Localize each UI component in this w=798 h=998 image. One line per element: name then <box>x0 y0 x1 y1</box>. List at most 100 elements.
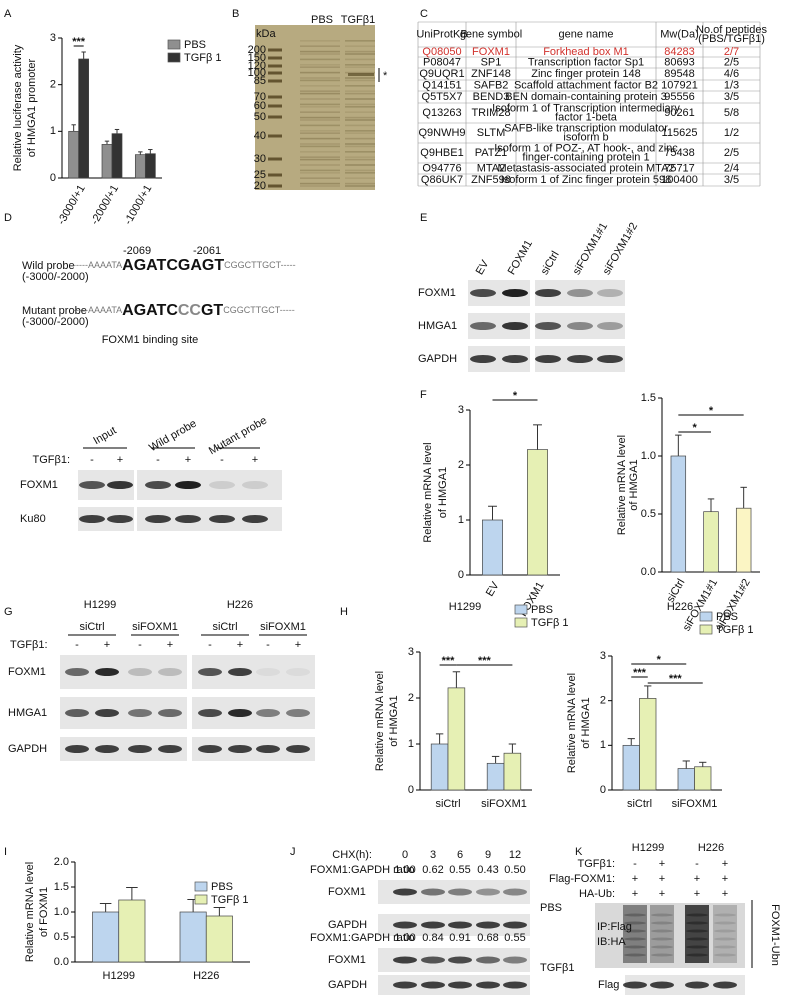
y-tick-label: 0.5 <box>641 508 656 520</box>
band <box>597 355 623 363</box>
ratio-value: 0.55 <box>504 932 525 944</box>
band <box>95 745 119 753</box>
legend-swatch <box>167 52 181 63</box>
gel-band <box>300 164 340 166</box>
gel-band <box>300 116 340 119</box>
marker-label: 25 <box>254 169 266 181</box>
band <box>470 289 496 297</box>
band <box>198 709 222 717</box>
y-tick-label: 3 <box>458 404 464 416</box>
table-cell: Q9HBE1 <box>420 147 463 159</box>
x-tick-label: siFOXM1 <box>481 798 527 810</box>
band <box>650 981 674 989</box>
band <box>448 981 472 989</box>
ladder-band <box>268 48 282 52</box>
panel-letter: K <box>575 846 583 858</box>
table-cell: Isoform 1 of Transcription intermediary <box>492 102 680 114</box>
sign: + <box>659 888 665 900</box>
band <box>686 945 708 949</box>
gel-band <box>345 158 375 161</box>
sign: + <box>694 888 700 900</box>
cell-line: H226 <box>698 842 724 854</box>
sequence-part: CGGCTTGCT----- <box>223 305 294 315</box>
band <box>714 913 736 917</box>
gel-band <box>345 106 375 108</box>
sign: - <box>220 454 224 466</box>
ladder-band <box>268 157 282 161</box>
sign: + <box>185 454 191 466</box>
y-axis-label: of HMGA1 <box>628 459 640 510</box>
y-axis-label: of FOXM1 <box>38 887 50 937</box>
band <box>624 945 646 949</box>
band <box>95 668 119 676</box>
ladder-band <box>268 79 282 83</box>
band <box>624 937 646 941</box>
table-cell: Zinc finger protein 148 <box>531 68 640 80</box>
ladder-band <box>268 71 282 75</box>
band <box>393 981 417 989</box>
table-cell: 2/5 <box>724 56 739 68</box>
x-tick-label: siFOXM1 <box>672 798 718 810</box>
band <box>421 956 445 964</box>
marker-label: 20 <box>254 180 266 192</box>
gel-band <box>345 92 375 95</box>
bar <box>694 766 712 791</box>
sign: - <box>695 858 699 870</box>
sign: + <box>632 888 638 900</box>
group-label: Input <box>91 425 118 448</box>
y-tick-label: 3 <box>50 32 56 44</box>
table-cell: 1/2 <box>724 127 739 139</box>
band <box>535 322 561 330</box>
table-cell: UniProtKB <box>416 28 467 40</box>
table-cell: 107921 <box>661 79 698 91</box>
row-label: HMGA1 <box>418 320 457 332</box>
group-label: siCtrl <box>79 621 104 633</box>
table-cell: 100400 <box>661 174 698 186</box>
band <box>198 745 222 753</box>
gel-band <box>345 132 375 134</box>
x-tick-label: siCtrl <box>435 798 460 810</box>
bar <box>111 133 123 179</box>
bar <box>486 762 505 791</box>
ratio-label: FOXM1:GAPDH ratio <box>310 932 415 944</box>
lane-label: TGFβ1 <box>341 14 375 26</box>
probe-name: Wild probe <box>22 260 75 272</box>
table-cell: Metastasis-associated protein MTA2 <box>497 162 674 174</box>
table-cell: Mw(Da) <box>660 28 699 40</box>
band-mark: * <box>383 70 388 82</box>
probe-name: Mutant probe <box>22 305 87 317</box>
marker-label: 30 <box>254 153 266 165</box>
band <box>567 355 593 363</box>
gel-band <box>345 164 375 166</box>
band <box>651 937 673 941</box>
table-cell: 2/4 <box>724 162 739 174</box>
row-label: Flag <box>598 979 619 991</box>
band <box>421 888 445 896</box>
gel-band <box>300 79 340 82</box>
treatment-label: TGFβ1: <box>10 639 48 651</box>
panel-letter: J <box>290 846 296 858</box>
band <box>651 929 673 933</box>
band <box>503 956 527 964</box>
table-cell: 5/8 <box>724 107 739 119</box>
band <box>476 888 500 896</box>
gel-band <box>345 53 375 55</box>
gel-band <box>345 185 375 187</box>
sign: - <box>75 639 79 651</box>
bar <box>118 899 146 963</box>
panel-letter: B <box>232 8 239 20</box>
band <box>65 668 89 676</box>
gel-band <box>345 116 375 119</box>
bar <box>101 144 113 179</box>
ladder-band <box>268 184 282 188</box>
x-tick-label: EV <box>484 579 502 598</box>
smear <box>713 905 737 963</box>
gel-unit: kDa <box>256 28 276 40</box>
legend-label: TGFβ 1 <box>184 52 222 64</box>
band <box>448 888 472 896</box>
gel-band <box>345 50 375 53</box>
gel-band <box>345 79 375 82</box>
ladder-band <box>268 104 282 108</box>
x-tick-label: siCtrl <box>627 798 652 810</box>
marker-label: 70 <box>254 91 266 103</box>
